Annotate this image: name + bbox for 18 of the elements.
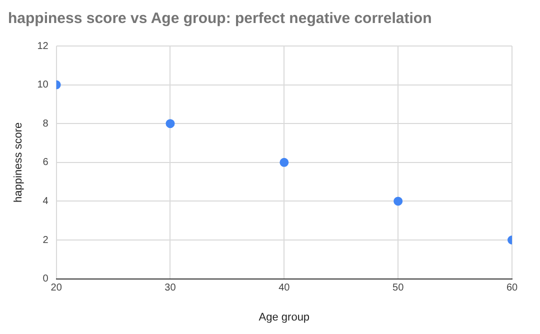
x-tick-label: 30 — [164, 282, 176, 294]
x-tick-label: 50 — [392, 282, 404, 294]
point — [280, 158, 289, 167]
x-tick-label: 20 — [50, 282, 62, 294]
x-axis-title: Age group — [258, 311, 310, 324]
y-tick-label: 0 — [42, 274, 49, 285]
y-tick-label: 12 — [37, 40, 49, 52]
chart-title: happiness score vs Age group: perfect negative correlation — [8, 10, 432, 28]
y-tick-label: 10 — [37, 80, 49, 91]
point — [166, 119, 175, 128]
y-tick-label: 2 — [42, 234, 49, 246]
x-tick-label: 60 — [506, 282, 518, 294]
y-tick-label: 6 — [42, 157, 49, 168]
y-axis-title: happiness score — [12, 122, 25, 202]
point — [394, 196, 403, 206]
y-tick-label: 8 — [42, 118, 49, 130]
y-tick-label: 4 — [42, 196, 49, 207]
x-tick-label: 40 — [278, 282, 290, 294]
